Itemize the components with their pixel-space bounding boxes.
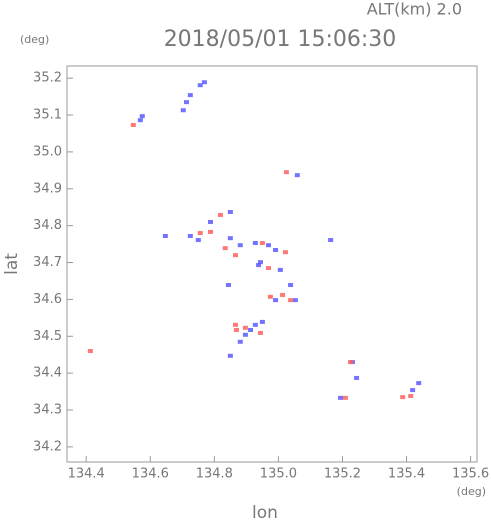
subtitle: ALT(km) 2.0 xyxy=(367,0,462,19)
y-tick-label: 35.0 xyxy=(33,144,62,159)
y-tick-label: 34.7 xyxy=(33,255,62,270)
radar-echo xyxy=(242,332,248,337)
radar-echo xyxy=(280,292,286,297)
radar-echo xyxy=(282,250,288,255)
radar-echo xyxy=(257,330,263,335)
radar-echo xyxy=(139,114,145,119)
radar-echo xyxy=(283,170,289,175)
radar-echo xyxy=(187,93,193,98)
radar-echo xyxy=(195,238,201,243)
radar-echo xyxy=(338,395,344,400)
x-unit: (deg) xyxy=(457,485,486,498)
radar-echo xyxy=(277,267,283,272)
radar-echo xyxy=(252,240,258,245)
radar-echo xyxy=(237,243,243,248)
radar-echo xyxy=(225,283,231,288)
radar-echo xyxy=(328,238,334,243)
x-tick-label: 134.6 xyxy=(132,467,169,482)
y-tick-label: 35.2 xyxy=(33,71,62,86)
radar-echo xyxy=(227,236,233,241)
radar-echo xyxy=(237,339,243,344)
radar-echo xyxy=(256,263,262,268)
x-tick-label: 135.4 xyxy=(388,467,425,482)
radar-echo xyxy=(87,349,93,354)
radar-echo xyxy=(217,212,223,217)
radar-echo xyxy=(233,328,239,332)
plot-frame xyxy=(66,65,478,463)
radar-echo xyxy=(347,360,353,365)
radar-echo xyxy=(265,243,271,248)
y-tick-label: 34.3 xyxy=(33,403,62,418)
radar-echo xyxy=(130,122,136,127)
x-axis-label: lon xyxy=(252,503,278,521)
y-unit: (deg) xyxy=(20,33,49,46)
radar-echo xyxy=(259,319,265,324)
radar-echo xyxy=(187,233,193,238)
radar-echo xyxy=(162,233,168,238)
radar-echo xyxy=(197,231,203,236)
radar-echo xyxy=(410,388,416,393)
radar-echo xyxy=(232,322,238,327)
radar-echo xyxy=(208,229,213,234)
y-tick-label: 34.4 xyxy=(33,366,62,381)
radar-echo xyxy=(354,375,360,380)
radar-echo xyxy=(257,260,263,265)
radar-echo xyxy=(222,246,228,251)
radar-echo xyxy=(288,283,294,288)
radar-echo xyxy=(267,294,273,299)
radar-echo xyxy=(208,219,213,224)
radar-echo xyxy=(400,395,406,400)
radar-echo xyxy=(252,322,258,327)
y-tick-label: 34.6 xyxy=(33,292,62,307)
radar-echo xyxy=(201,80,207,85)
x-tick-label: 134.4 xyxy=(68,467,105,482)
radar-echo xyxy=(197,83,203,88)
radar-echo xyxy=(342,395,348,400)
y-axis-label: lat xyxy=(2,253,22,275)
y-tick-label: 34.8 xyxy=(33,218,62,233)
radar-echo xyxy=(273,247,279,252)
x-tick-label: 135.6 xyxy=(452,467,489,482)
radar-echo xyxy=(288,298,294,303)
radar-echo xyxy=(294,173,300,178)
radar-echo xyxy=(273,298,279,303)
radar-echo xyxy=(408,394,414,398)
radar-echo xyxy=(416,381,422,386)
y-tick-label: 34.2 xyxy=(33,439,62,454)
y-tick-label: 34.5 xyxy=(33,329,62,344)
radar-echo xyxy=(259,240,265,245)
y-tick-label: 35.1 xyxy=(33,108,62,123)
x-tick-label: 134.8 xyxy=(196,467,233,482)
radar-echo xyxy=(183,100,189,105)
x-tick-label: 135.2 xyxy=(324,467,361,482)
x-tick-label: 135.0 xyxy=(260,467,297,482)
radar-echo xyxy=(265,266,271,271)
chart-title: 2018/05/01 15:06:30 xyxy=(164,27,397,52)
radar-echo xyxy=(242,325,248,330)
radar-echo xyxy=(232,253,238,258)
radar-echo xyxy=(248,328,254,332)
radar-echo xyxy=(137,118,143,123)
radar-echo xyxy=(227,353,233,358)
y-tick-label: 34.9 xyxy=(33,181,62,196)
radar-echo xyxy=(180,108,186,113)
radar-echo xyxy=(292,298,298,303)
radar-echo xyxy=(227,210,233,215)
